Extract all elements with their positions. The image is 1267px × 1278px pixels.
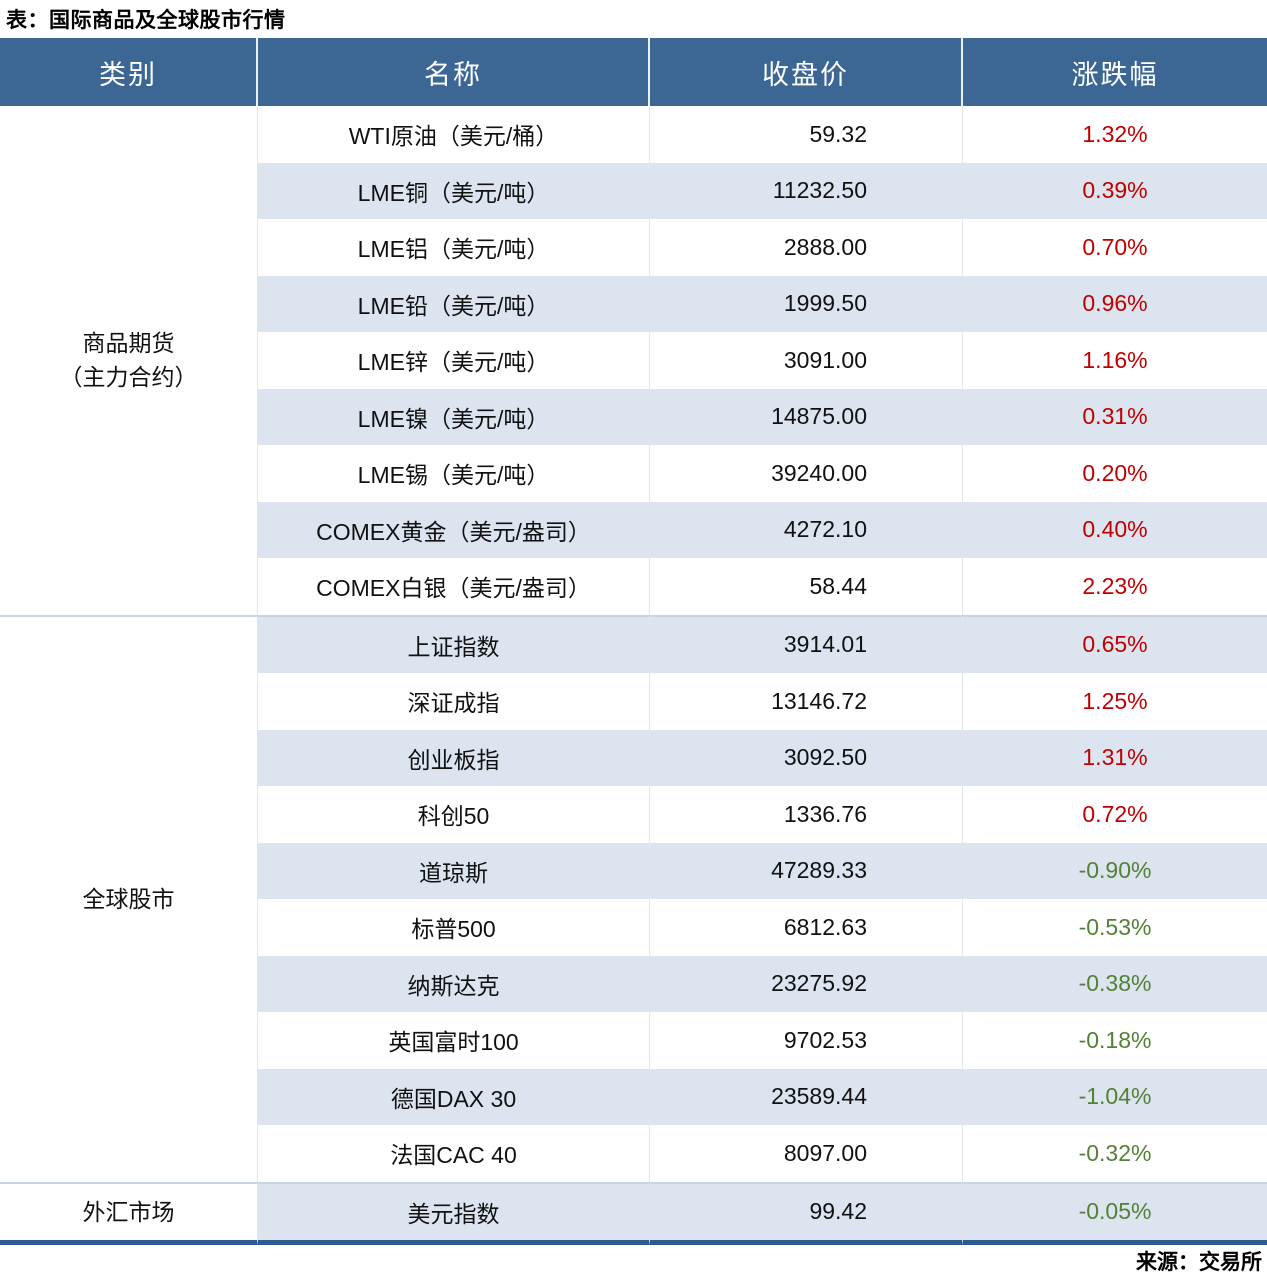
close-price-cell: 39240.00 — [650, 445, 963, 502]
name-cell: LME锌（美元/吨） — [258, 332, 650, 389]
name-cell: LME铜（美元/吨） — [258, 162, 650, 219]
close-price-cell: 4272.10 — [650, 501, 963, 558]
category-line: 全球股市 — [82, 885, 175, 912]
name-cell: LME铅（美元/吨） — [258, 275, 650, 332]
change-pct-cell: -0.05% — [963, 1181, 1267, 1245]
close-price-cell: 23589.44 — [650, 1068, 963, 1125]
close-price-cell: 3914.01 — [650, 614, 963, 673]
change-pct-cell: -0.18% — [963, 1012, 1267, 1069]
name-cell: LME铝（美元/吨） — [258, 219, 650, 276]
name-cell: 深证成指 — [258, 673, 650, 730]
name-cell: COMEX黄金（美元/盎司） — [258, 501, 650, 558]
change-pct-cell: 0.96% — [963, 275, 1267, 332]
change-pct-cell: 1.16% — [963, 332, 1267, 389]
change-pct-cell: 0.65% — [963, 614, 1267, 673]
change-pct-cell: 1.31% — [963, 729, 1267, 786]
table-row: 深证成指 13146.72 1.25% — [0, 673, 1267, 730]
header-change: 涨跌幅 — [963, 38, 1267, 106]
page-title: 表：国际商品及全球股市行情 — [6, 9, 286, 32]
name-cell: LME镍（美元/吨） — [258, 388, 650, 445]
table-row: LME铅（美元/吨） 1999.50 0.96% — [0, 275, 1267, 332]
close-price-cell: 23275.92 — [650, 955, 963, 1012]
table-row: LME铜（美元/吨） 11232.50 0.39% — [0, 162, 1267, 219]
header-close: 收盘价 — [650, 38, 963, 106]
table-row: 外汇市场 美元指数 99.42 -0.05% — [0, 1181, 1267, 1245]
category-cell: 外汇市场 — [0, 1181, 258, 1245]
change-pct-cell: 1.32% — [963, 106, 1267, 163]
close-price-cell: 3091.00 — [650, 332, 963, 389]
category-cell: 商品期货 （主力合约） — [0, 106, 258, 615]
table-body: 商品期货 （主力合约） WTI原油（美元/桶） 59.32 1.32% LME铜（美元/吨… — [0, 106, 1267, 1245]
close-price-cell: 59.32 — [650, 106, 963, 163]
header-row: 类别 名称 收盘价 涨跌幅 — [0, 38, 1267, 106]
table-row: 法国CAC 40 8097.00 -0.32% — [0, 1125, 1267, 1182]
name-cell: 德国DAX 30 — [258, 1068, 650, 1125]
market-data-table: 类别 名称 收盘价 涨跌幅 商品期货 （主力合约） WTI原油（美元/桶） 59.32… — [0, 38, 1267, 1245]
close-price-cell: 6812.63 — [650, 899, 963, 956]
close-price-cell: 9702.53 — [650, 1012, 963, 1069]
table-row: LME锡（美元/吨） 39240.00 0.20% — [0, 445, 1267, 502]
table-row: 德国DAX 30 23589.44 -1.04% — [0, 1068, 1267, 1125]
table-row: LME锌（美元/吨） 3091.00 1.16% — [0, 332, 1267, 389]
header-name: 名称 — [258, 38, 650, 106]
table-row: LME铝（美元/吨） 2888.00 0.70% — [0, 219, 1267, 276]
close-price-cell: 13146.72 — [650, 673, 963, 730]
name-cell: 科创50 — [258, 786, 650, 843]
category-line: 外汇市场 — [82, 1198, 175, 1225]
change-pct-cell: 0.72% — [963, 786, 1267, 843]
name-cell: 道琼斯 — [258, 842, 650, 899]
name-cell: 上证指数 — [258, 614, 650, 673]
table-row: 英国富时100 9702.53 -0.18% — [0, 1012, 1267, 1069]
change-pct-cell: 2.23% — [963, 558, 1267, 615]
table-row: 道琼斯 47289.33 -0.90% — [0, 842, 1267, 899]
close-price-cell: 99.42 — [650, 1181, 963, 1245]
table-row: COMEX黄金（美元/盎司） 4272.10 0.40% — [0, 501, 1267, 558]
table-row: COMEX白银（美元/盎司） 58.44 2.23% — [0, 558, 1267, 615]
close-price-cell: 58.44 — [650, 558, 963, 615]
name-cell: 法国CAC 40 — [258, 1125, 650, 1182]
close-price-cell: 8097.00 — [650, 1125, 963, 1182]
close-price-cell: 1336.76 — [650, 786, 963, 843]
name-cell: 标普500 — [258, 899, 650, 956]
close-price-cell: 11232.50 — [650, 162, 963, 219]
category-cell: 全球股市 — [0, 614, 258, 1182]
name-cell: 英国富时100 — [258, 1012, 650, 1069]
table-row: 商品期货 （主力合约） WTI原油（美元/桶） 59.32 1.32% — [0, 106, 1267, 615]
name-cell: WTI原油（美元/桶） — [258, 106, 650, 163]
close-price-cell: 14875.00 — [650, 388, 963, 445]
table-row: 纳斯达克 23275.92 -0.38% — [0, 955, 1267, 1012]
change-pct-cell: -0.53% — [963, 899, 1267, 956]
table-row: 科创50 1336.76 0.72% — [0, 786, 1267, 843]
change-pct-cell: -0.90% — [963, 842, 1267, 899]
name-cell: 创业板指 — [258, 729, 650, 786]
change-pct-cell: 1.25% — [963, 673, 1267, 730]
change-pct-cell: 0.70% — [963, 219, 1267, 276]
change-pct-cell: 0.39% — [963, 162, 1267, 219]
source-note: 来源：交易所 — [1136, 1251, 1262, 1274]
change-pct-cell: -0.38% — [963, 955, 1267, 1012]
name-cell: COMEX白银（美元/盎司） — [258, 558, 650, 615]
change-pct-cell: 0.31% — [963, 388, 1267, 445]
name-cell: LME锡（美元/吨） — [258, 445, 650, 502]
name-cell: 纳斯达克 — [258, 955, 650, 1012]
close-price-cell: 3092.50 — [650, 729, 963, 786]
table-row: LME镍（美元/吨） 14875.00 0.31% — [0, 388, 1267, 445]
name-cell: 美元指数 — [258, 1181, 650, 1245]
close-price-cell: 2888.00 — [650, 219, 963, 276]
category-line: 商品期货 — [82, 329, 175, 356]
table-row: 标普500 6812.63 -0.53% — [0, 899, 1267, 956]
header-category: 类别 — [0, 38, 258, 106]
table-header: 类别 名称 收盘价 涨跌幅 — [0, 38, 1267, 106]
change-pct-cell: 0.20% — [963, 445, 1267, 502]
close-price-cell: 1999.50 — [650, 275, 963, 332]
table-row: 全球股市 上证指数 3914.01 0.65% — [0, 614, 1267, 1182]
change-pct-cell: 0.40% — [963, 501, 1267, 558]
category-line: （主力合约） — [59, 364, 198, 391]
change-pct-cell: -1.04% — [963, 1068, 1267, 1125]
table-row: 创业板指 3092.50 1.31% — [0, 729, 1267, 786]
change-pct-cell: -0.32% — [963, 1125, 1267, 1182]
close-price-cell: 47289.33 — [650, 842, 963, 899]
